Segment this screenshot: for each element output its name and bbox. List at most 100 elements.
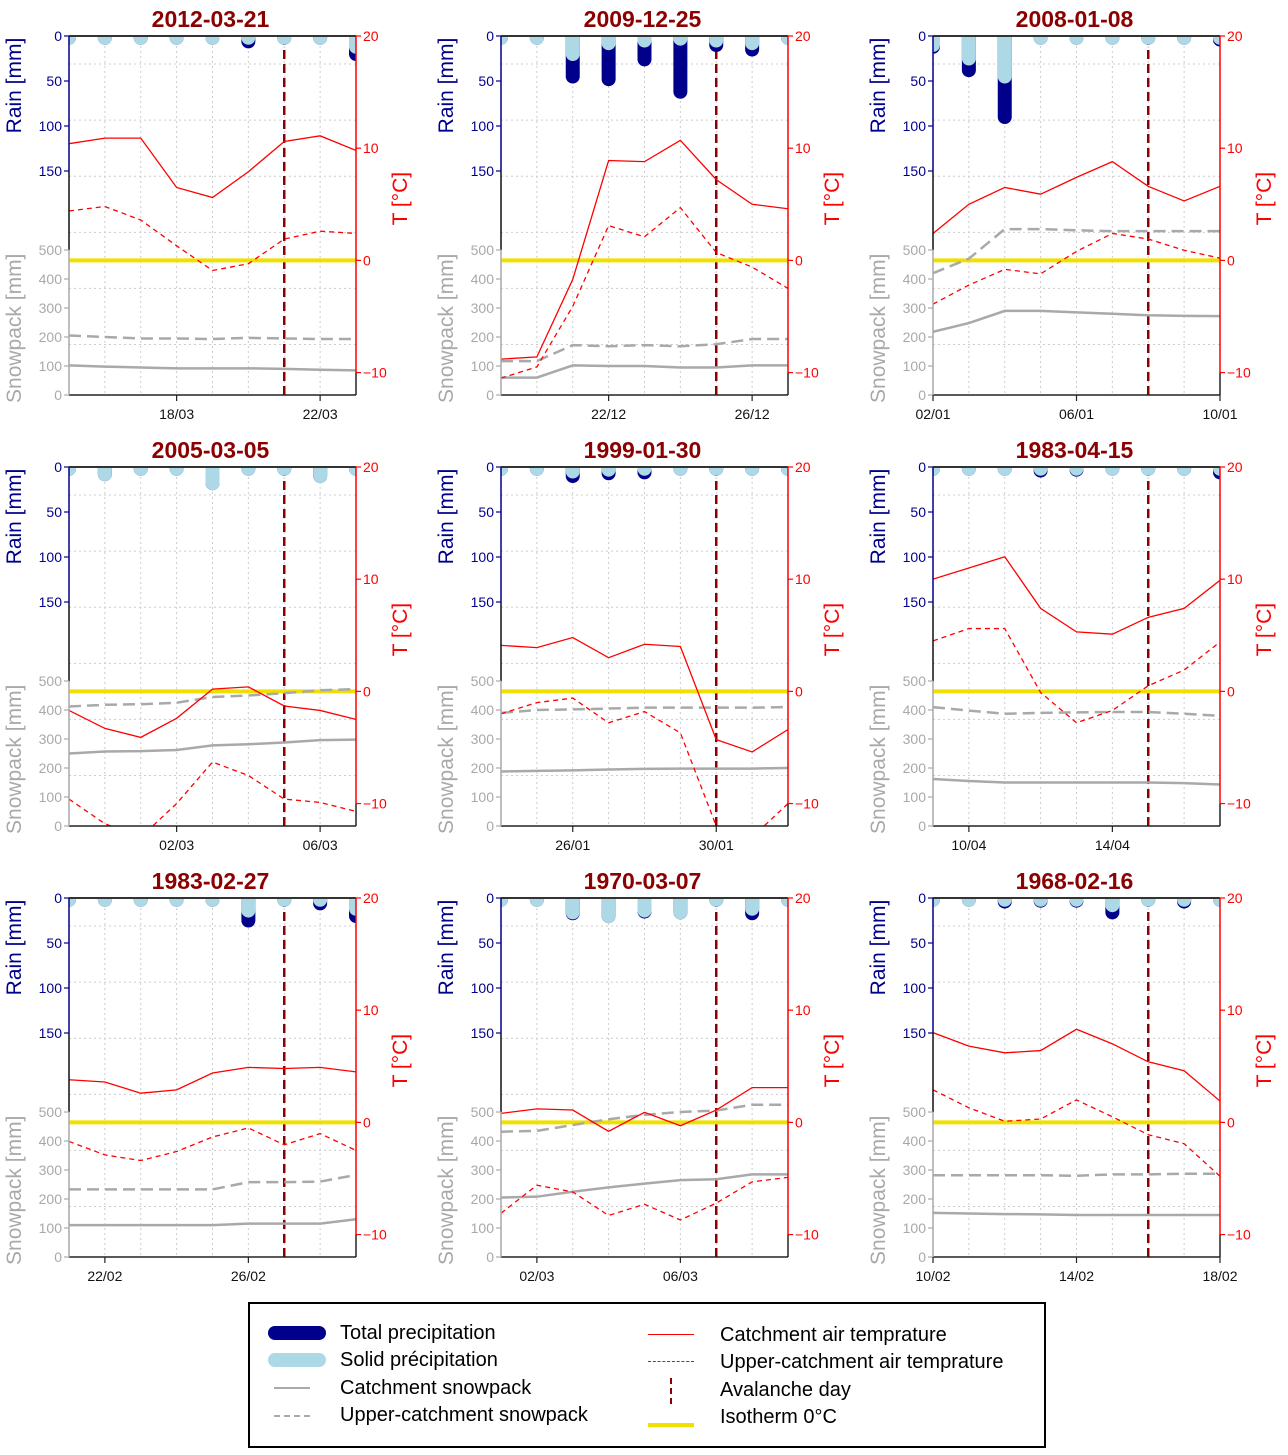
legend-label: Avalanche day — [720, 1378, 851, 1401]
catchment-temp-line — [501, 1086, 788, 1133]
rain-tick-label: 100 — [39, 549, 63, 565]
snow-tick-label: 300 — [471, 300, 495, 316]
upper-snowpack-line — [933, 1172, 1220, 1178]
rain-tick-label: 150 — [471, 594, 495, 610]
temp-tick-label: 20 — [1227, 890, 1243, 906]
rain-tick-label: 50 — [910, 504, 926, 520]
snow-tick-label: 500 — [471, 673, 495, 689]
rain-axis-label: Rain [mm] — [867, 38, 890, 134]
temp-tick-label: 20 — [363, 459, 379, 475]
snow-tick-label: 400 — [39, 271, 63, 287]
chart-panel: 0 50 100 150 0 100 200 300 400 500 −10 0 10 20 22/12 26… — [435, 6, 844, 422]
catchment-snowpack-line — [501, 364, 788, 379]
rain-tick-label: 100 — [903, 980, 927, 996]
chart-panel: 0 50 100 150 0 100 200 300 400 500 −10 0 10 20 18/03 22… — [3, 6, 412, 422]
snow-tick-label: 0 — [486, 818, 494, 834]
x-tick-label: 14/02 — [1059, 1268, 1094, 1284]
legend-item-upper-snowpack: Upper-catchment snowpack — [268, 1402, 588, 1428]
x-tick-label: 02/03 — [519, 1268, 554, 1284]
catchment-temp-line — [933, 160, 1220, 234]
rain-tick-label: 100 — [39, 118, 63, 134]
catchment-snowpack-line — [501, 1173, 788, 1199]
rain-tick-label: 50 — [46, 935, 62, 951]
temp-tick-label: 20 — [795, 28, 811, 44]
temp-tick-label: 0 — [795, 252, 803, 268]
avalanche-day-swatch — [648, 1378, 706, 1404]
snow-tick-label: 0 — [918, 1249, 926, 1265]
snow-tick-label: 100 — [39, 358, 63, 374]
snow-tick-label: 100 — [903, 1220, 927, 1236]
legend-label: Upper-catchment snowpack — [340, 1403, 588, 1426]
rain-tick-label: 0 — [54, 28, 62, 44]
temp-tick-label: 20 — [1227, 28, 1243, 44]
temp-axis-label: T [°C] — [389, 1034, 412, 1088]
rain-axis-label: Rain [mm] — [435, 38, 458, 134]
temp-tick-label: −10 — [1227, 1227, 1251, 1243]
x-tick-label: 02/01 — [915, 406, 950, 422]
chart-panel: 0 50 100 150 0 100 200 300 400 500 −10 0 10 20 10/04 14… — [867, 437, 1276, 853]
upper-snowpack-line — [501, 337, 788, 363]
chart-panel: 0 50 100 150 0 100 200 300 400 500 −10 0 10 20 26/01 30… — [435, 437, 844, 853]
catchment-temp-line — [501, 636, 788, 753]
catchment-snowpack-line — [501, 766, 788, 773]
temp-tick-label: −10 — [795, 1227, 819, 1243]
snow-axis-label: Snowpack [mm] — [3, 685, 26, 834]
snow-axis-label: Snowpack [mm] — [3, 254, 26, 403]
temp-tick-label: 10 — [1227, 571, 1243, 587]
x-tick-label: 06/01 — [1059, 406, 1094, 422]
legend: Total precipitation Solid précipitation … — [248, 1302, 1046, 1448]
panel-title: 2008-01-08 — [1016, 6, 1134, 32]
x-tick-label: 26/12 — [735, 406, 770, 422]
snow-tick-label: 500 — [903, 242, 927, 258]
rain-tick-label: 100 — [39, 980, 63, 996]
x-tick-label: 26/01 — [555, 837, 590, 853]
x-tick-label: 22/02 — [87, 1268, 122, 1284]
rain-axis-label: Rain [mm] — [435, 469, 458, 565]
x-tick-label: 18/03 — [159, 406, 194, 422]
temp-axis-label: T [°C] — [389, 603, 412, 657]
x-tick-label: 10/02 — [915, 1268, 950, 1284]
snow-tick-label: 200 — [471, 329, 495, 345]
temp-tick-label: 0 — [363, 1114, 371, 1130]
rain-tick-label: 50 — [478, 935, 494, 951]
chart-panel: 0 50 100 150 0 100 200 300 400 500 −10 0 10 20 22/02 26… — [3, 868, 412, 1284]
legend-item-catchment-snowpack: Catchment snowpack — [268, 1375, 531, 1401]
snow-tick-label: 200 — [903, 760, 927, 776]
upper-temp-line — [933, 627, 1220, 724]
rain-tick-label: 0 — [486, 28, 494, 44]
rain-axis-label: Rain [mm] — [3, 900, 26, 996]
rain-tick-label: 150 — [471, 1025, 495, 1041]
upper-temp-line — [933, 232, 1220, 305]
upper-temp-line — [501, 1176, 788, 1221]
snow-tick-label: 200 — [903, 329, 927, 345]
catchment-snowpack-line — [933, 1211, 1220, 1217]
panel-title: 2012-03-21 — [152, 6, 270, 32]
snow-tick-label: 200 — [903, 1191, 927, 1207]
snow-tick-label: 300 — [39, 300, 63, 316]
snow-tick-label: 300 — [903, 1162, 927, 1178]
rain-tick-label: 100 — [903, 549, 927, 565]
panel-title: 1983-04-15 — [1016, 437, 1134, 463]
snow-tick-label: 200 — [471, 1191, 495, 1207]
x-tick-label: 22/12 — [591, 406, 626, 422]
x-tick-label: 02/03 — [159, 837, 194, 853]
temp-tick-label: 20 — [363, 890, 379, 906]
chart-panel: 0 50 100 150 0 100 200 300 400 500 −10 0 10 20 02/03 06… — [3, 437, 412, 853]
temp-tick-label: 10 — [795, 140, 811, 156]
snow-tick-label: 0 — [54, 387, 62, 403]
legend-item-solid-precip: Solid précipitation — [268, 1347, 498, 1373]
snow-tick-label: 400 — [39, 1133, 63, 1149]
snow-tick-label: 200 — [39, 329, 63, 345]
snow-tick-label: 400 — [903, 702, 927, 718]
catchment-snowpack-line — [69, 738, 356, 755]
rain-tick-label: 150 — [39, 1025, 63, 1041]
snow-tick-label: 400 — [471, 271, 495, 287]
temp-tick-label: 0 — [363, 252, 371, 268]
x-tick-label: 22/03 — [303, 406, 338, 422]
temp-tick-label: 20 — [795, 890, 811, 906]
temp-tick-label: 0 — [795, 683, 803, 699]
legend-item-avalanche-day: Avalanche day — [648, 1377, 851, 1404]
snow-tick-label: 500 — [903, 1104, 927, 1120]
temp-tick-label: 10 — [363, 140, 379, 156]
